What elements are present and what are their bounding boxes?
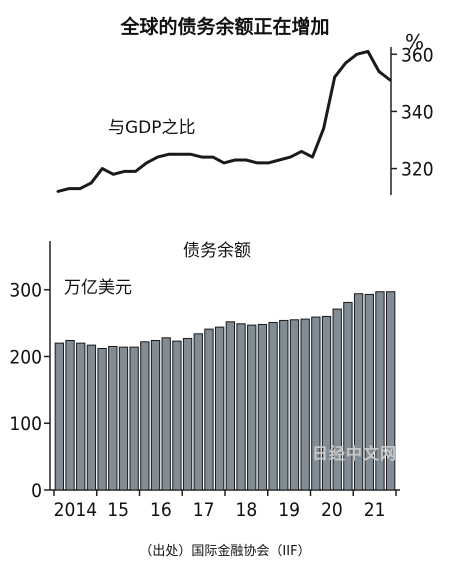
bar [279,319,289,491]
bar [247,324,257,491]
line-unit-label: % [405,30,425,54]
bar [161,337,171,491]
bar [257,323,268,491]
bar [150,339,161,491]
watermark: 日经中文网 [312,444,398,463]
bar [214,326,225,491]
bar-y-tick-label: 0 [31,480,42,502]
bar [129,346,139,491]
bar-x-tick-label: 18 [236,499,258,521]
bar [172,340,182,491]
bar [54,342,65,491]
bar-series-label: 债务余额 [183,241,251,261]
line-series-label: 与GDP之比 [108,118,196,138]
bar [353,293,364,491]
bar [108,345,118,491]
bar [385,291,396,491]
bar-y-tick-label: 300 [9,280,42,302]
bar-x-tick-label: 19 [278,499,300,521]
bar [268,321,278,491]
bar [193,333,203,491]
bar [204,328,214,491]
bar-unit-label: 万亿美元 [64,278,132,298]
bar-x-tick-label: 20 [321,499,343,521]
line-series-gdp-ratio [56,49,392,193]
bar-y-tick-label: 200 [9,346,42,368]
source-note: （出处）国际金融协会（IIF） [139,544,311,559]
bar-y-tick-label: 100 [9,413,42,435]
bar [311,316,321,491]
bar [140,341,150,491]
bar [300,318,310,491]
line-y-tick-label: 360 [401,44,434,66]
bar [289,319,300,491]
bar [65,339,75,491]
bar [375,291,385,491]
bar [321,315,332,491]
bar [76,342,86,491]
chart-title: 全球的债务余额正在增加 [120,16,330,38]
bar [225,321,236,491]
bar [236,323,246,491]
bar-x-tick-label: 2014 [54,499,98,521]
bar-x-tick-label: 15 [107,499,129,521]
bar [86,344,97,491]
line-y-tick-label: 320 [401,159,434,181]
bar-x-tick-label: 17 [193,499,215,521]
bar [332,308,342,491]
bar [364,293,374,491]
bar [182,337,193,491]
bar [97,347,107,491]
bar-x-tick-label: 21 [364,499,386,521]
bar [118,346,129,491]
bar-x-tick-label: 16 [150,499,172,521]
line-y-tick-label: 340 [401,101,434,123]
bar [343,301,353,491]
